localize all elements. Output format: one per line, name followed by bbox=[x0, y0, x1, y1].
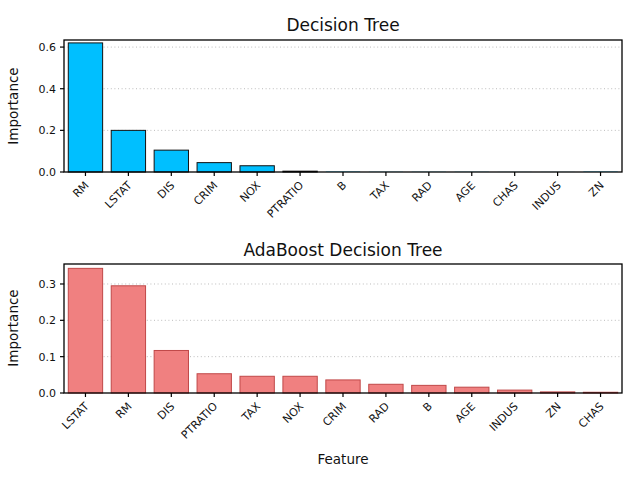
adaboost-title: AdaBoost Decision Tree bbox=[243, 240, 442, 260]
x-tick-label-DIS: DIS bbox=[155, 179, 177, 201]
chart-decision-tree: 0.0 0.2 0.4 0.6 RM LSTAT DIS CRIM NOXPTRATIO B TAX… bbox=[5, 15, 622, 221]
bar-CRIM bbox=[197, 163, 231, 172]
y-tick-label: 0.6 bbox=[39, 41, 57, 54]
y-tick-label: 0.4 bbox=[39, 83, 57, 96]
x-tick-label-PTRATIO: PTRATIO bbox=[265, 179, 307, 221]
bar-LSTAT bbox=[111, 130, 145, 172]
bar-RAD bbox=[369, 384, 403, 393]
y-tick-label: 0.2 bbox=[39, 124, 57, 137]
y-tick-label: 0.0 bbox=[39, 387, 57, 400]
plot-frame bbox=[64, 40, 622, 172]
bar-DIS bbox=[154, 350, 188, 393]
x-tick-label-LSTAT: LSTAT bbox=[60, 400, 92, 432]
x-tick-label-INDUS: INDUS bbox=[487, 400, 521, 434]
bar-NOX bbox=[283, 376, 317, 393]
adaboost-ylabel: Importance bbox=[5, 289, 21, 366]
decision-tree-ylabel: Importance bbox=[5, 67, 21, 144]
y-tick-label: 0.0 bbox=[39, 166, 57, 179]
figure-canvas: 0.00.20.40.6RMLSTATDISCRIMNOXPTRATIOBTAX… bbox=[0, 0, 640, 480]
bar-DIS bbox=[154, 150, 188, 172]
x-tick-label-CHAS: CHAS bbox=[490, 179, 521, 210]
chart-adaboost-decision-tree: 0.0 0.1 0.2 0.3 LSTAT RM DISPTRATIO TAX NOX CRIM R… bbox=[5, 240, 622, 467]
x-tick-label-TAX: TAX bbox=[367, 179, 392, 204]
y-tick-label: 0.2 bbox=[39, 314, 57, 327]
figure: 0.00.20.40.6RMLSTATDISCRIMNOXPTRATIOBTAX… bbox=[0, 0, 640, 480]
x-tick-label-CHAS: CHAS bbox=[576, 400, 607, 431]
x-axis-label: Feature bbox=[317, 451, 368, 467]
bar-CRIM bbox=[326, 380, 360, 393]
x-tick-label-NOX: NOX bbox=[280, 400, 306, 426]
y-tick-label: 0.3 bbox=[39, 278, 57, 291]
x-tick-label-NOX: NOX bbox=[237, 179, 263, 205]
x-tick-label-AGE: AGE bbox=[453, 400, 478, 425]
plot-frame bbox=[64, 264, 622, 393]
x-tick-label-CRIM: CRIM bbox=[191, 179, 220, 208]
x-tick-label-B: B bbox=[335, 179, 350, 194]
x-tick-label-ZN: ZN bbox=[543, 400, 563, 420]
bar-TAX bbox=[240, 376, 274, 393]
bar-NOX bbox=[240, 166, 274, 172]
x-tick-label-TAX: TAX bbox=[239, 400, 264, 425]
decision-tree-plot-area: 0.0 0.2 0.4 0.6 RM LSTAT DIS CRIM NOXPTRATIO B TAX… bbox=[39, 40, 623, 221]
x-tick-label-ZN: ZN bbox=[586, 179, 606, 199]
decision-tree-title: Decision Tree bbox=[286, 15, 399, 35]
x-tick-label-DIS: DIS bbox=[155, 400, 177, 422]
adaboost-plot-area: 0.0 0.1 0.2 0.3 LSTAT RM DISPTRATIO TAX NOX CRIM R… bbox=[39, 264, 623, 442]
x-tick-label-PTRATIO: PTRATIO bbox=[179, 400, 221, 442]
x-tick-label-LSTAT: LSTAT bbox=[102, 179, 134, 211]
y-tick-label: 0.1 bbox=[39, 351, 57, 364]
x-tick-label-CRIM: CRIM bbox=[320, 400, 349, 429]
bar-B bbox=[412, 385, 446, 393]
x-tick-label-INDUS: INDUS bbox=[530, 179, 564, 213]
bar-LSTAT bbox=[68, 268, 102, 393]
x-tick-label-B: B bbox=[420, 400, 435, 415]
bar-AGE bbox=[455, 387, 489, 393]
bar-RM bbox=[111, 286, 145, 393]
x-tick-label-RM: RM bbox=[70, 179, 91, 200]
bar-RM bbox=[68, 43, 102, 172]
x-tick-label-RAD: RAD bbox=[409, 179, 435, 205]
x-tick-label-RAD: RAD bbox=[366, 400, 392, 426]
x-tick-label-RM: RM bbox=[113, 400, 134, 421]
bar-PTRATIO bbox=[197, 374, 231, 393]
x-tick-label-AGE: AGE bbox=[453, 179, 478, 204]
